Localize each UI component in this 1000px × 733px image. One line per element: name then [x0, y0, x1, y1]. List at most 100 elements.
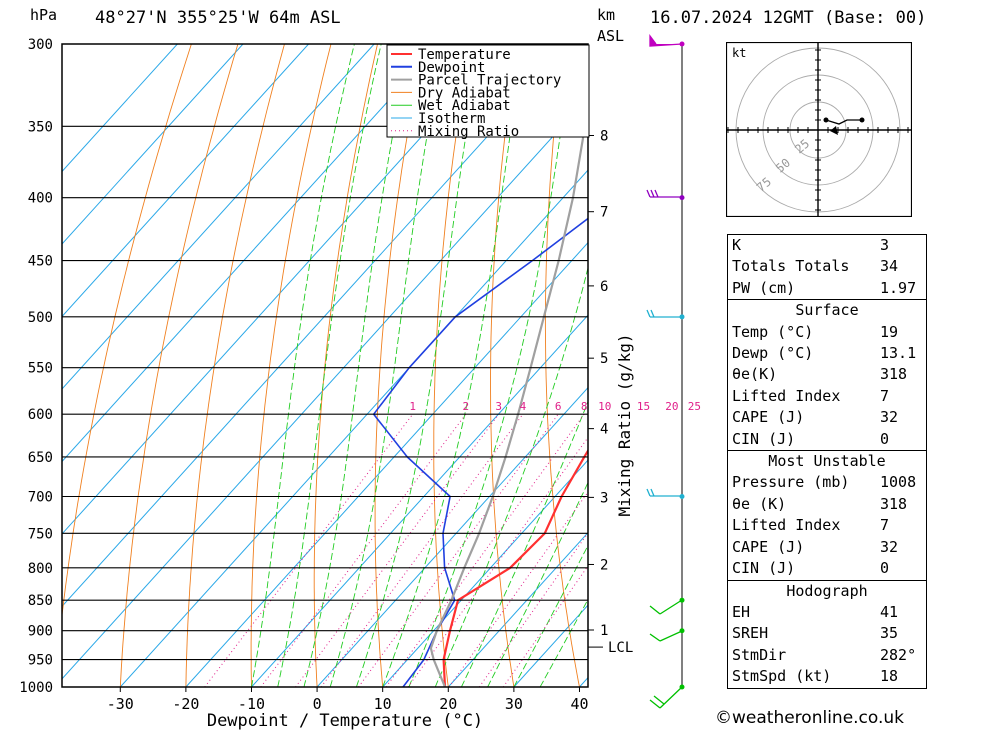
mixing-ratio-line [295, 413, 500, 687]
mixing-ratio-label: 20 [665, 400, 678, 413]
mixing-ratio-label: 10 [598, 400, 611, 413]
index-value: 1.97 [880, 278, 917, 297]
series-dewpoint [372, 217, 588, 687]
index-row: PW (cm) 1.97 [728, 278, 927, 300]
legend-box [386, 44, 590, 138]
pressure-tick-label: 950 [28, 653, 53, 669]
index-row: Totals Totals 34 [728, 256, 927, 277]
km-tick-label: 4 [600, 422, 608, 438]
surface-label: Lifted Index [732, 386, 841, 405]
km-tick-label: 6 [600, 279, 608, 295]
asl-unit-label: ASL [597, 27, 625, 45]
legend-item-dry-adiabat: Dry Adiabat [418, 85, 511, 101]
hodograph-unit: kt [732, 46, 746, 60]
datetime-title: 16.07.2024 12GMT (Base: 00) [650, 8, 927, 28]
surface-row: θe(K) 318 [728, 364, 927, 385]
x-tick-label: 40 [570, 695, 588, 713]
surface-value: 13.1 [880, 344, 917, 363]
hodograph-trace [825, 119, 862, 125]
most-unstable-label: Pressure (mb) [732, 473, 850, 492]
km-unit-label: km [597, 6, 616, 24]
hodograph-stat-row: SREH 35 [728, 623, 927, 644]
most-unstable-row: Lifted Index 7 [728, 515, 927, 536]
most-unstable-label: Lifted Index [732, 516, 841, 535]
hodograph-stat-value: 282° [880, 645, 917, 664]
legend-item-parcel-trajectory: Parcel Trajectory [418, 73, 561, 89]
wind-barb [649, 630, 683, 642]
pressure-tick-label: 1000 [19, 680, 53, 696]
mixing-ratio-line [407, 436, 588, 687]
legend-item-mixing-ratio: Mixing Ratio [418, 124, 519, 140]
mixing-ratio-label: 4 [520, 400, 527, 413]
isotherm-line [62, 44, 441, 463]
x-tick-label: -20 [172, 695, 199, 713]
hodograph-stat-label: SREH [732, 624, 769, 643]
surface-row: CAPE (J) 32 [728, 407, 927, 428]
surface-value: 0 [880, 429, 890, 448]
pressure-unit-label: hPa [30, 6, 58, 24]
most-unstable-label: CIN (J) [732, 559, 796, 578]
mixing-ratio-line [260, 413, 467, 687]
dry-adiabat-line [544, 44, 580, 687]
isotherm-line [316, 386, 588, 687]
mixing-ratio-line [320, 413, 524, 687]
wind-barb [646, 189, 682, 198]
wind-barb [649, 34, 683, 47]
surface-row: Temp (°C) 19 [728, 322, 927, 343]
surface-row: CIN (J) 0 [728, 429, 927, 451]
dry-adiabat-line [982, 44, 1000, 687]
km-tick-label: 5 [600, 351, 608, 367]
most-unstable-value: 32 [880, 537, 899, 556]
km-tick-label: 8 [600, 128, 608, 144]
wind-barb [646, 309, 682, 318]
pressure-tick-label: 850 [28, 593, 53, 609]
hodograph-point [859, 117, 865, 123]
surface-label: CIN (J) [732, 429, 796, 448]
isotherm-line [62, 44, 375, 390]
wind-profile [646, 34, 685, 709]
hodograph-point [823, 117, 829, 123]
most-unstable-row: θe (K) 318 [728, 494, 927, 515]
hodograph-stat-value: 18 [880, 667, 899, 686]
isotherm-line [62, 44, 178, 173]
dry-adiabat-line [936, 44, 1000, 687]
km-tick-label: 1 [600, 623, 608, 639]
isotherm-line [185, 241, 588, 687]
index-label: Totals Totals [732, 257, 850, 276]
isotherm-line [62, 96, 588, 680]
mixing-ratio-label: 2 [463, 400, 470, 413]
mixing-ratio-line [478, 532, 588, 687]
wet-adiabat-line [277, 44, 382, 687]
isotherm-line [447, 531, 588, 687]
surface-label: Temp (°C) [732, 322, 814, 341]
dry-adiabat-line [250, 44, 332, 687]
pressure-tick-label: 550 [28, 361, 53, 377]
dry-adiabat-line [119, 44, 239, 687]
surface-row: Dewp (°C) 13.1 [728, 343, 927, 364]
hodograph-stat-row: StmSpd (kt) 18 [728, 666, 927, 688]
wet-adiabat-line [329, 44, 445, 687]
isotherm-line [62, 44, 572, 608]
most-unstable-title: Most Unstable [727, 450, 927, 473]
dry-adiabat-line [490, 44, 518, 687]
dry-adiabat-line [650, 44, 711, 687]
km-tick-label: 3 [600, 490, 608, 506]
hodograph-stat-label: EH [732, 602, 751, 621]
surface-label: θe(K) [732, 365, 778, 384]
plot-frame [61, 43, 589, 688]
km-tick-label: 7 [600, 205, 608, 221]
index-value: 34 [880, 257, 899, 276]
mixing-ratio-label: 1 [409, 400, 416, 413]
pressure-tick-label: 450 [28, 254, 53, 270]
legend-item-isotherm: Isotherm [418, 111, 485, 127]
storm-motion-marker [830, 126, 838, 135]
surface-title: Surface [727, 299, 927, 322]
most-unstable-value: 318 [880, 494, 908, 513]
surface-value: 32 [880, 408, 899, 427]
hodograph-stat-label: StmSpd (kt) [732, 667, 832, 686]
mixing-ratio-line [502, 565, 588, 687]
isotherm-line [62, 44, 244, 245]
dry-adiabat-line [62, 44, 192, 620]
